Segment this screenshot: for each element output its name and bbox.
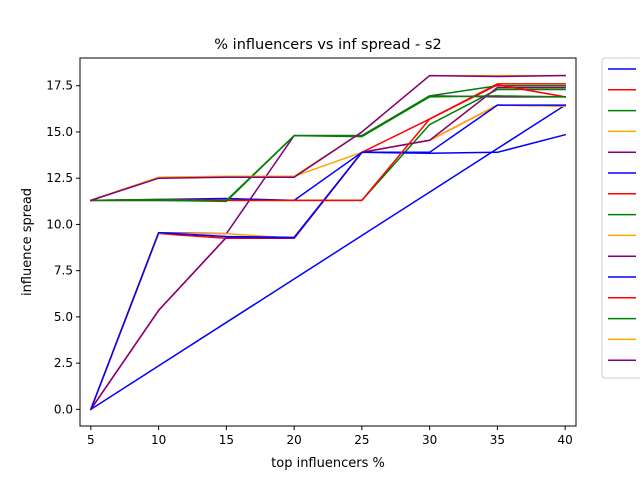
x-axis: 5 10 15 20 25 30 35 40 bbox=[87, 426, 573, 447]
series-line-11 bbox=[89, 104, 566, 411]
legend bbox=[601, 57, 640, 379]
x-tick-label: 15 bbox=[219, 433, 234, 447]
series-line-1 bbox=[89, 104, 567, 411]
legend-frame bbox=[601, 57, 640, 379]
series-lines bbox=[89, 74, 567, 411]
series-line-15 bbox=[89, 74, 566, 202]
x-tick-label: 5 bbox=[87, 433, 95, 447]
y-tick-label: 2.5 bbox=[54, 356, 73, 370]
y-tick-label: 10.0 bbox=[46, 217, 73, 231]
y-tick-label: 12.5 bbox=[46, 171, 73, 185]
series-line-13 bbox=[90, 95, 566, 203]
x-axis-label: top influencers % bbox=[271, 456, 385, 471]
x-tick-label: 40 bbox=[558, 433, 573, 447]
y-tick-label: 5.0 bbox=[54, 310, 73, 324]
x-tick-label: 25 bbox=[354, 433, 369, 447]
chart-title: % influencers vs inf spread - s2 bbox=[214, 37, 441, 53]
x-tick-label: 35 bbox=[490, 433, 505, 447]
x-tick-label: 30 bbox=[422, 433, 437, 447]
y-tick-label: 7.5 bbox=[54, 264, 73, 278]
x-tick-label: 20 bbox=[286, 433, 301, 447]
y-tick-label: 15.0 bbox=[46, 125, 73, 139]
x-tick-label: 10 bbox=[151, 433, 166, 447]
y-axis: 0.0 2.5 5.0 7.5 10.0 12.5 15.0 17.5 bbox=[46, 79, 80, 416]
plot-frame bbox=[79, 57, 577, 427]
y-tick-label: 0.0 bbox=[54, 402, 73, 416]
y-tick-label: 17.5 bbox=[46, 79, 73, 93]
y-axis-label: influence spread bbox=[20, 188, 35, 296]
